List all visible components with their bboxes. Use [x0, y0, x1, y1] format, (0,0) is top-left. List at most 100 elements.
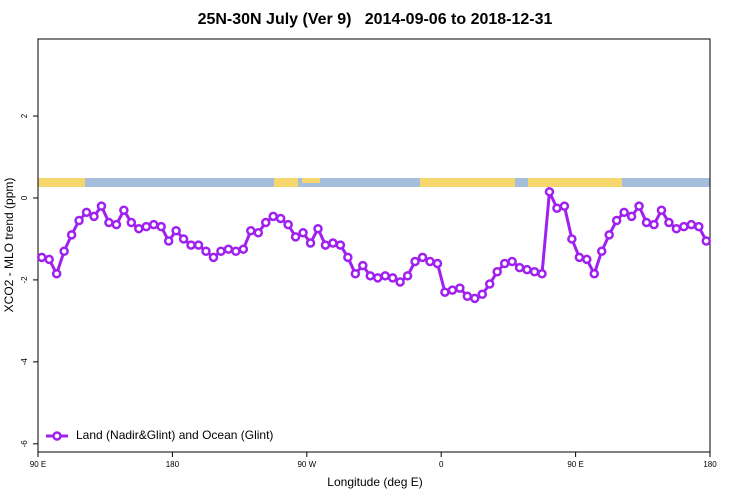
point — [66, 230, 77, 240]
point — [619, 207, 629, 218]
point — [380, 271, 390, 281]
y-tick-label: -4 — [20, 358, 29, 366]
land-ocean-strip — [38, 178, 710, 187]
x-tick-label: 180 — [703, 460, 717, 469]
x-tick-label: 90 E — [30, 460, 46, 469]
chart-title: 25N-30N July (Ver 9) 2014-09-06 to 2018-… — [198, 11, 553, 28]
point — [216, 246, 226, 256]
point — [395, 277, 405, 287]
point — [402, 271, 413, 281]
point — [537, 269, 547, 279]
point — [440, 287, 450, 297]
point — [387, 273, 398, 283]
point — [81, 207, 92, 218]
point — [477, 289, 488, 300]
point — [470, 293, 480, 304]
point — [410, 256, 420, 267]
point — [656, 205, 667, 216]
point — [335, 240, 346, 250]
point — [514, 262, 525, 273]
y-axis-label: XCO2 - MLO trend (ppm) — [2, 178, 16, 313]
point — [186, 240, 196, 250]
point — [96, 201, 107, 211]
point — [432, 258, 443, 269]
point — [290, 232, 301, 242]
series-line — [41, 186, 708, 300]
point — [320, 240, 331, 250]
x-tick-label: 90 W — [297, 460, 316, 469]
point — [246, 226, 256, 236]
point — [582, 254, 592, 265]
land — [528, 178, 622, 187]
point — [275, 213, 286, 224]
point — [104, 217, 114, 228]
point — [559, 201, 570, 211]
point — [163, 236, 174, 246]
point — [649, 219, 659, 230]
point — [462, 291, 473, 302]
point — [596, 246, 607, 256]
plot-frame — [37, 38, 711, 453]
point — [567, 234, 577, 244]
point — [544, 187, 555, 197]
point — [156, 221, 166, 232]
point — [111, 219, 122, 230]
point — [641, 217, 652, 228]
point — [455, 283, 465, 293]
x-tick-label: 90 E — [567, 460, 583, 469]
point — [484, 279, 495, 289]
point — [51, 269, 62, 279]
point — [447, 285, 458, 295]
point — [634, 201, 644, 211]
point — [44, 254, 54, 265]
point — [238, 244, 249, 254]
point — [679, 221, 689, 232]
x-axis-label: Longitude (deg E) — [327, 475, 422, 489]
point — [298, 228, 308, 238]
point — [134, 223, 144, 234]
y-tick-label: 0 — [20, 195, 29, 200]
y-tick-label: -6 — [20, 440, 29, 448]
point — [671, 223, 682, 234]
point — [694, 221, 704, 232]
point — [89, 211, 99, 222]
point — [552, 203, 562, 213]
point — [664, 217, 674, 228]
point — [59, 246, 69, 256]
point — [74, 215, 84, 226]
point — [358, 260, 368, 271]
point — [343, 252, 353, 263]
point — [305, 238, 316, 248]
point — [178, 234, 189, 244]
x-tick-label: 180 — [166, 460, 180, 469]
point — [313, 223, 323, 234]
point — [492, 266, 502, 277]
point — [425, 256, 435, 267]
point — [231, 246, 241, 256]
point — [611, 215, 622, 226]
land — [274, 178, 298, 187]
point — [372, 273, 383, 283]
land — [302, 178, 320, 183]
point — [171, 226, 181, 236]
point — [529, 266, 540, 277]
point — [589, 269, 600, 279]
point — [626, 211, 637, 222]
point — [522, 264, 532, 275]
point — [260, 217, 271, 228]
y-tick-label: -2 — [20, 276, 29, 284]
point — [223, 244, 234, 254]
point — [268, 211, 278, 222]
point — [141, 221, 152, 232]
point — [417, 252, 428, 263]
point — [119, 205, 129, 216]
point — [208, 252, 219, 263]
land — [420, 178, 515, 187]
legend-marker — [52, 431, 62, 441]
ocean — [38, 178, 710, 187]
point — [193, 240, 204, 250]
y-tick-label: 2 — [20, 113, 29, 118]
point — [328, 238, 338, 248]
point — [36, 252, 47, 263]
